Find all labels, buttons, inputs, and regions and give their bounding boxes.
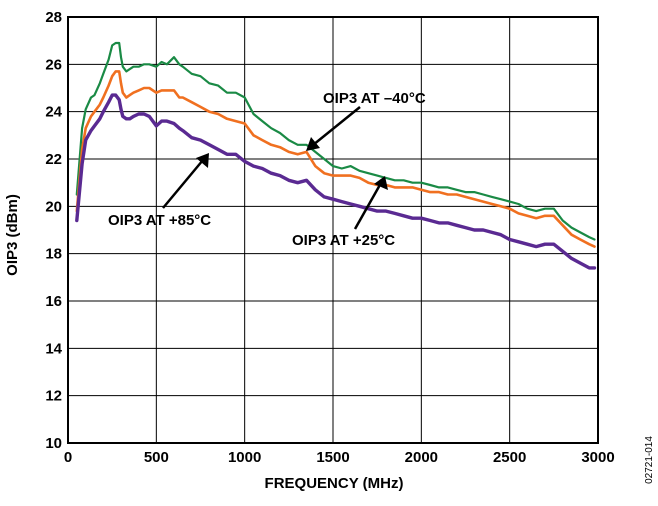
y-tick-label: 10 <box>45 435 62 452</box>
y-tick-label: 20 <box>45 198 62 215</box>
annotation-arrow-p25 <box>353 182 383 230</box>
x-tick-labels: 0 500 1000 1500 2000 2500 3000 <box>64 449 615 466</box>
annotation-p85: OIP3 AT +85°C <box>108 153 211 229</box>
annotation-label-m40: OIP3 AT –40°C <box>323 90 426 107</box>
x-tick-label: 1000 <box>228 449 261 466</box>
annotation-label-p25: OIP3 AT +25°C <box>292 232 395 249</box>
x-tick-label: 3000 <box>581 449 614 466</box>
y-tick-label: 12 <box>45 388 62 405</box>
annotation-m40: OIP3 AT –40°C <box>306 90 426 151</box>
y-axis-title: OIP3 (dBm) <box>4 194 21 276</box>
x-axis-title: FREQUENCY (MHz) <box>265 475 404 492</box>
annotation-p25: OIP3 AT +25°C <box>292 176 395 249</box>
x-tick-label: 2000 <box>405 449 438 466</box>
x-tick-label: 0 <box>64 449 72 466</box>
figure-id: 02721-014 <box>644 436 655 484</box>
annotation-arrow-p85 <box>162 159 204 209</box>
y-tick-label: 28 <box>45 9 62 26</box>
y-tick-label: 14 <box>45 340 62 357</box>
x-tick-label: 1500 <box>316 449 349 466</box>
y-tick-label: 24 <box>45 104 62 121</box>
x-tick-label: 500 <box>144 449 169 466</box>
annotation-arrow-m40 <box>312 106 361 146</box>
annotation-label-p85: OIP3 AT +85°C <box>108 212 211 229</box>
series-layer <box>75 41 597 270</box>
plot-frame <box>67 16 599 444</box>
x-tick-label: 2500 <box>493 449 526 466</box>
y-tick-labels: 10 12 14 16 18 20 22 24 26 28 <box>45 9 62 452</box>
grid <box>68 17 598 443</box>
annotation-arrowhead-p85 <box>196 153 209 168</box>
y-tick-label: 18 <box>45 246 62 263</box>
series-line-1 <box>75 70 596 248</box>
y-tick-label: 26 <box>45 56 62 73</box>
annotation-arrowhead-p25 <box>374 176 388 190</box>
annotation-arrowhead-m40 <box>306 137 320 151</box>
series-line-0 <box>75 41 596 241</box>
y-tick-label: 16 <box>45 293 62 310</box>
series-line-2 <box>75 93 597 270</box>
y-tick-label: 22 <box>45 151 62 168</box>
